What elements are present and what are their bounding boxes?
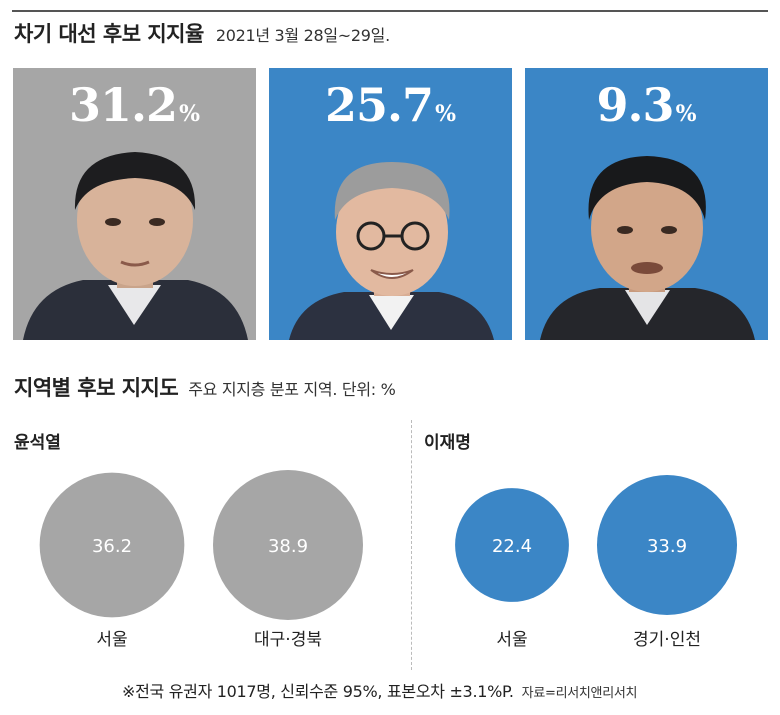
portrait-icon [540, 156, 755, 340]
candidate-card-2: 25.7% [269, 68, 512, 340]
portrait-icon [23, 152, 248, 340]
bubble-value-label: 36.2 [92, 536, 132, 557]
group-label-yoon: 윤석열 [14, 433, 61, 453]
bubble-region-label: 서울 [96, 630, 127, 650]
bubble-0-0 [39, 472, 185, 618]
bubble-region-label: 대구·경북 [254, 630, 322, 650]
group-label-lee: 이재명 [424, 433, 471, 453]
portrait-icon [289, 162, 494, 340]
bubble-value-label: 38.9 [268, 536, 308, 557]
bubble-value-label: 22.4 [492, 536, 532, 557]
candidate-pct-unit: % [435, 101, 456, 127]
page-title: 차기 대선 후보 지지율 [14, 22, 204, 46]
section-title: 지역별 후보 지지도 [14, 376, 179, 400]
title-row: 차기 대선 후보 지지율 2021년 3월 28일~29일. [14, 18, 390, 48]
section-title-row: 지역별 후보 지지도 주요 지지층 분포 지역. 단위: % [14, 372, 396, 402]
candidate-card-3: 9.3% [525, 68, 768, 340]
footnote: ※전국 유권자 1017명, 신뢰수준 95%, 표본오차 ±3.1%P. 자료=… [122, 678, 638, 702]
candidate-pct-value: 31.2 [69, 78, 178, 132]
section-subtitle: 주요 지지층 분포 지역. 단위: % [188, 380, 396, 399]
survey-date: 2021년 3월 28일~29일. [215, 26, 390, 45]
top-rule [12, 10, 768, 12]
bubble-value-label: 33.9 [647, 536, 687, 557]
footnote-text: ※전국 유권자 1017명, 신뢰수준 95%, 표본오차 ±3.1%P. [122, 682, 514, 701]
bubble-1-1 [596, 474, 738, 616]
bubble-region-label: 서울 [496, 630, 527, 650]
bubble-1-0 [455, 488, 569, 602]
bubble-0-1 [213, 470, 363, 620]
candidate-pct-unit: % [179, 101, 200, 127]
candidate-card-1: 31.2% [13, 68, 256, 340]
source-text: 자료=리서치앤리서치 [521, 686, 638, 701]
candidate-pct: 25.7% [269, 78, 512, 132]
group-divider [411, 420, 412, 670]
candidate-pct-value: 25.7 [325, 78, 434, 132]
bubble-region-label: 경기·인천 [633, 630, 701, 650]
candidate-pct-value: 9.3 [596, 78, 675, 132]
candidate-pct: 31.2% [13, 78, 256, 132]
candidate-pct-unit: % [675, 101, 697, 127]
candidate-pct: 9.3% [525, 78, 768, 132]
